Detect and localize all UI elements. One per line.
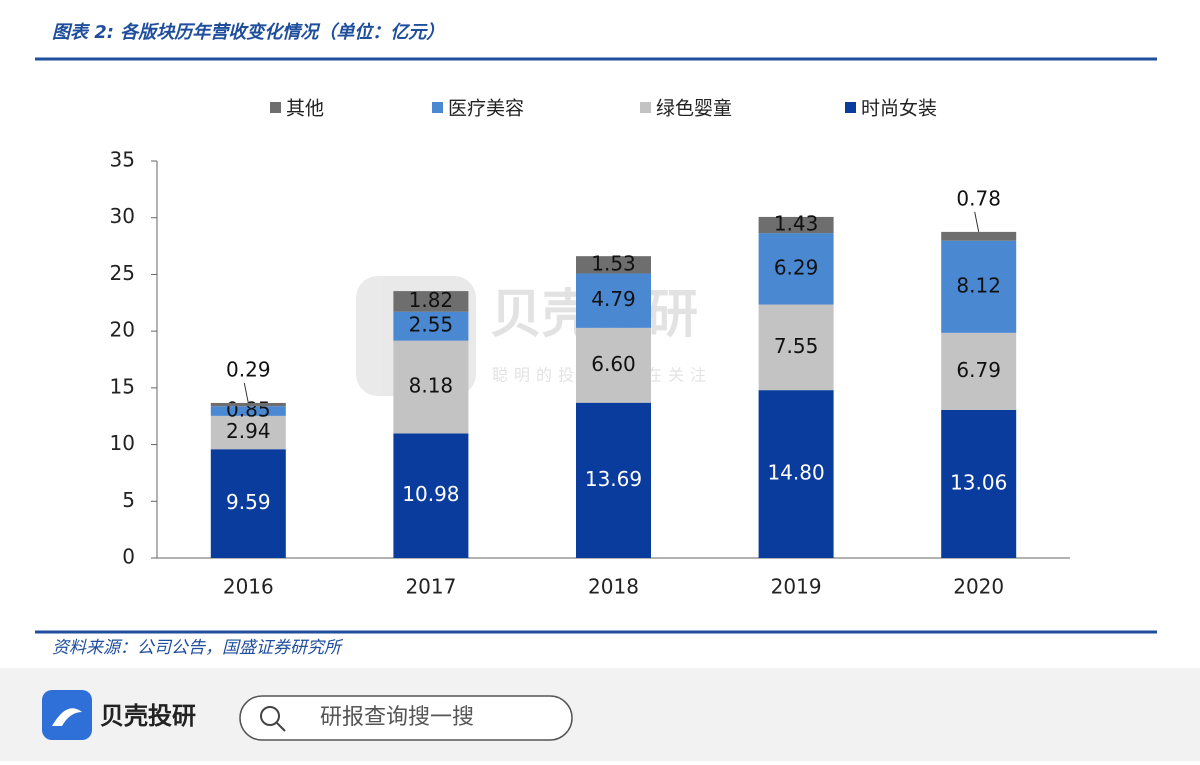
value-label: 1.82 <box>409 288 454 312</box>
value-label: 13.69 <box>585 467 642 491</box>
search-icon <box>276 722 286 732</box>
value-label: 6.79 <box>956 358 1001 382</box>
logo-shape <box>52 708 82 726</box>
source: 资料来源：公司公告，国盛证券研究所 <box>52 638 344 658</box>
legend-swatch <box>640 102 651 113</box>
bar-segment <box>393 311 469 341</box>
bar-segment <box>576 256 651 274</box>
value-label: 0.29 <box>226 357 271 381</box>
value-label: 6.29 <box>774 255 819 279</box>
y-tick-label: 5 <box>122 488 135 512</box>
search-icon <box>260 706 280 726</box>
bar-segment <box>393 291 469 312</box>
x-tick-label: 2016 <box>223 575 274 599</box>
bar-segment <box>210 449 286 558</box>
value-label: 9.59 <box>226 490 271 514</box>
x-tick-label: 2020 <box>953 575 1004 599</box>
legend-label: 绿色婴童 <box>656 98 732 120</box>
bar-segment <box>758 233 834 305</box>
value-label: 4.79 <box>591 287 636 311</box>
bar-segment <box>210 415 286 450</box>
x-tick-label: 2018 <box>588 575 639 599</box>
bar-segment <box>758 390 834 558</box>
footer-brand: 贝壳投研 <box>100 702 196 730</box>
bar-segment <box>941 231 1017 241</box>
bar-segment <box>941 240 1017 333</box>
value-label: 1.43 <box>774 212 819 236</box>
bar-segment <box>210 406 286 416</box>
value-label: 2.55 <box>409 313 454 337</box>
value-label: 14.80 <box>767 461 824 485</box>
bar-segment <box>393 433 469 558</box>
value-label: 1.53 <box>591 251 636 275</box>
value-label: 6.60 <box>591 352 636 376</box>
legend-swatch <box>432 102 443 113</box>
search-placeholder: 研报查询搜一搜 <box>320 705 474 730</box>
bar-segment <box>576 402 651 558</box>
chart: 0 5 10 15 20 25 30 35 其他 医疗美容 绿色婴童 时尚女装 2016 9.59 2.94… <box>110 98 1070 599</box>
value-label: 2.94 <box>226 419 271 443</box>
footer <box>0 668 1200 761</box>
value-label: 8.12 <box>956 273 1001 297</box>
bar-segment <box>941 332 1017 410</box>
y-tick-label: 20 <box>110 318 135 342</box>
bar-segment <box>758 216 834 234</box>
y-tick-label: 30 <box>110 204 135 228</box>
bar-segment <box>210 402 286 407</box>
bar-segment <box>393 340 469 434</box>
value-label: 0.78 <box>956 186 1001 210</box>
chart-title: 图表 2: 各版块历年营收变化情况（单位：亿元） <box>52 22 444 43</box>
legend-label: 时尚女装 <box>861 98 937 120</box>
y-tick-label: 15 <box>110 374 135 398</box>
bar-segment <box>758 304 834 391</box>
value-label: 8.18 <box>409 374 454 398</box>
y-tick-label: 0 <box>122 545 135 569</box>
y-tick-label: 35 <box>110 148 135 172</box>
value-label: 7.55 <box>774 334 819 358</box>
x-tick-label: 2017 <box>405 575 456 599</box>
bar-segment <box>576 273 651 328</box>
y-tick-label: 10 <box>110 431 135 455</box>
leader-line <box>974 211 980 232</box>
search-box[interactable] <box>239 695 573 741</box>
legend-label: 医疗美容 <box>448 98 524 120</box>
legend-label: 其他 <box>286 98 324 120</box>
x-tick-label: 2019 <box>771 575 822 599</box>
y-tick-label: 25 <box>110 261 135 285</box>
value-label: 10.98 <box>402 482 459 506</box>
legend-swatch <box>270 102 281 113</box>
value-label: 13.06 <box>950 470 1007 494</box>
legend-swatch <box>845 102 856 113</box>
leader-line <box>243 382 249 404</box>
bar-segment <box>576 327 651 403</box>
bar-segment <box>941 409 1017 558</box>
